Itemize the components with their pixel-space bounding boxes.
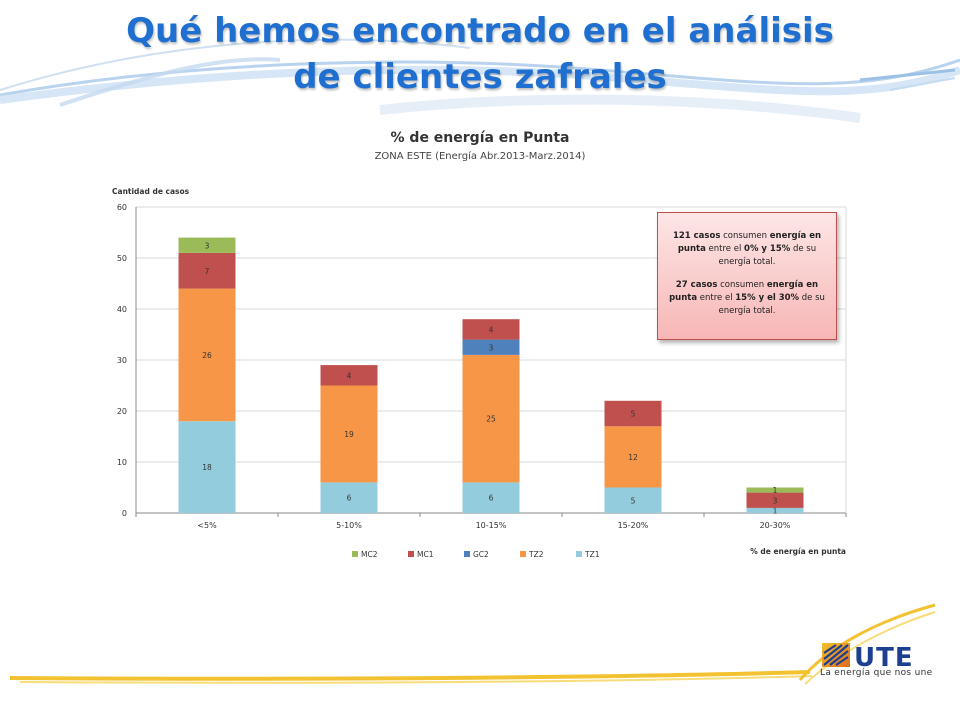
bar-segment-mc1 [746,492,804,508]
legend-label: TZ1 [584,550,600,559]
bar-segment-tz1 [604,487,662,513]
y-tick-label: 0 [122,509,127,518]
legend-swatch-mc1 [408,551,414,557]
legend-swatch-mc2 [352,551,358,557]
callout-paragraph-2: 27 casos consumen energía en punta entre… [666,279,828,318]
data-label: 1 [773,506,778,515]
callout-text: consumen [717,280,767,290]
bar-segment-tz2 [178,288,236,422]
x-tick-label: <5% [197,521,217,530]
header-decoration [0,38,960,123]
data-label: 26 [202,351,212,360]
callout-text: de su energía total. [718,244,817,267]
data-label: 5 [631,496,636,505]
callout-text: entre el [705,244,745,254]
slide-title: Qué hemos encontrado en el análisis de c… [0,8,960,100]
y-tick-label: 20 [117,407,127,416]
slide-title-line1: Qué hemos encontrado en el análisis [126,11,834,51]
legend-swatch-gc2 [464,551,470,557]
bar-segment-tz1 [320,482,378,513]
bar-segment-mc1 [320,365,378,386]
bar-segment-tz2 [320,385,378,483]
legend-label: MC2 [361,550,378,559]
data-label: 19 [344,430,354,439]
data-label: 5 [631,410,636,419]
bar-segment-tz2 [604,426,662,488]
y-tick-label: 60 [117,203,127,212]
callout-range-2: 15% y el 30% [735,293,800,303]
callout-range-1: 0% y 15% [744,244,791,254]
data-label: 12 [628,453,638,462]
bar-segment-tz1 [746,507,804,513]
legend-label: MC1 [417,550,434,559]
ute-logo: UTE [822,643,914,673]
data-label: 3 [773,496,778,505]
callout-paragraph-1: 121 casos consumen energía en punta entr… [666,230,828,269]
bar-segment-mc1 [462,319,520,340]
bar-segment-mc1 [604,400,662,427]
callout-box: 121 casos consumen energía en punta entr… [657,212,837,340]
legend-label: GC2 [473,550,489,559]
callout-emphasis: energía en punta [669,280,819,303]
x-tick-label: 15-20% [618,521,649,530]
x-axis-label: % de energía en punta [750,547,846,556]
data-label: 6 [489,494,494,503]
data-label: 25 [486,415,496,424]
bar-segment-mc1 [178,252,236,289]
data-label: 3 [489,343,494,352]
y-tick-label: 50 [117,254,127,263]
callout-emphasis: energía en punta [677,231,822,254]
data-label: 18 [202,463,212,472]
tagline: La energía que nos une [820,668,933,678]
y-tick-label: 40 [117,305,127,314]
bar-segment-mc2 [746,487,804,493]
x-tick-label: 10-15% [476,521,507,530]
legend-swatch-tz2 [520,551,526,557]
bar-segment-tz1 [462,482,520,513]
x-tick-label: 20-30% [760,521,791,530]
y-tick-label: 10 [117,458,127,467]
bar-segment-tz1 [178,421,236,513]
slide-title-line2: de clientes zafrales [293,57,667,97]
data-label: 3 [205,241,210,250]
logo-wordmark: UTE [854,643,914,673]
data-label: 4 [489,325,494,334]
callout-text: de su energía total. [718,293,825,316]
callout-text: consumen [720,231,770,241]
bar-segment-gc2 [462,339,520,355]
chart-subtitle: ZONA ESTE (Energía Abr.2013-Marz.2014) [374,151,586,162]
callout-count-1: 121 casos [672,231,721,241]
data-label: 1 [773,486,778,495]
callout-text: entre el [697,293,736,303]
x-tick-label: 5-10% [336,521,362,530]
bar-segment-tz2 [462,354,520,483]
bar-segment-mc2 [178,237,236,253]
legend-label: TZ2 [528,550,544,559]
footer-decoration [9,603,936,685]
data-label: 6 [347,494,352,503]
chart-title: % de energía en Punta [390,130,570,146]
data-label: 7 [205,267,210,276]
legend-swatch-tz1 [576,551,582,557]
y-axis-label: Cantidad de casos [112,187,190,196]
data-label: 4 [347,371,352,380]
y-tick-label: 30 [117,356,127,365]
callout-count-2: 27 casos [675,280,718,290]
